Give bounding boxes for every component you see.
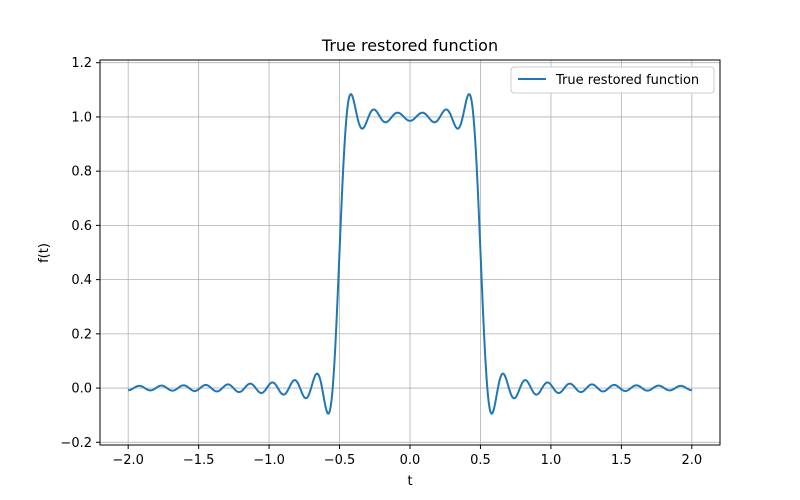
ticks: −2.0 −1.5 −1.0 −0.5 0.0 0.5 1.0 1.5 2.0 −0.2 0.0 0.… [60,56,702,468]
x-tick-label: −1.5 [183,453,215,468]
series-line [127,93,693,415]
y-tick-label: 1.2 [71,56,92,71]
chart-title: True restored function [321,36,498,55]
series-layer [127,93,693,415]
x-tick-label: 0.5 [470,453,491,468]
y-tick-label: 0.6 [71,219,92,234]
x-tick-label: −2.0 [112,453,144,468]
x-tick-label: −1.0 [253,453,285,468]
y-tick-label: −0.2 [60,436,92,451]
x-tick-label: 1.5 [611,453,632,468]
y-tick-label: 0.8 [71,165,92,180]
x-tick-label: 0.0 [400,453,421,468]
y-axis-label: f(t) [37,243,52,263]
legend: True restored function [510,66,715,94]
legend-box [510,66,715,94]
y-tick-label: 0.4 [71,273,92,288]
x-tick-label: −0.5 [324,453,356,468]
x-tick-label: 2.0 [681,453,702,468]
y-tick-label: 0.0 [71,382,92,397]
y-tick-label: 1.0 [71,110,92,125]
legend-label: True restored function [555,73,699,88]
x-axis-label: t [407,474,412,489]
grid [100,60,720,445]
y-tick-label: 0.2 [71,327,92,342]
x-tick-label: 1.0 [541,453,562,468]
